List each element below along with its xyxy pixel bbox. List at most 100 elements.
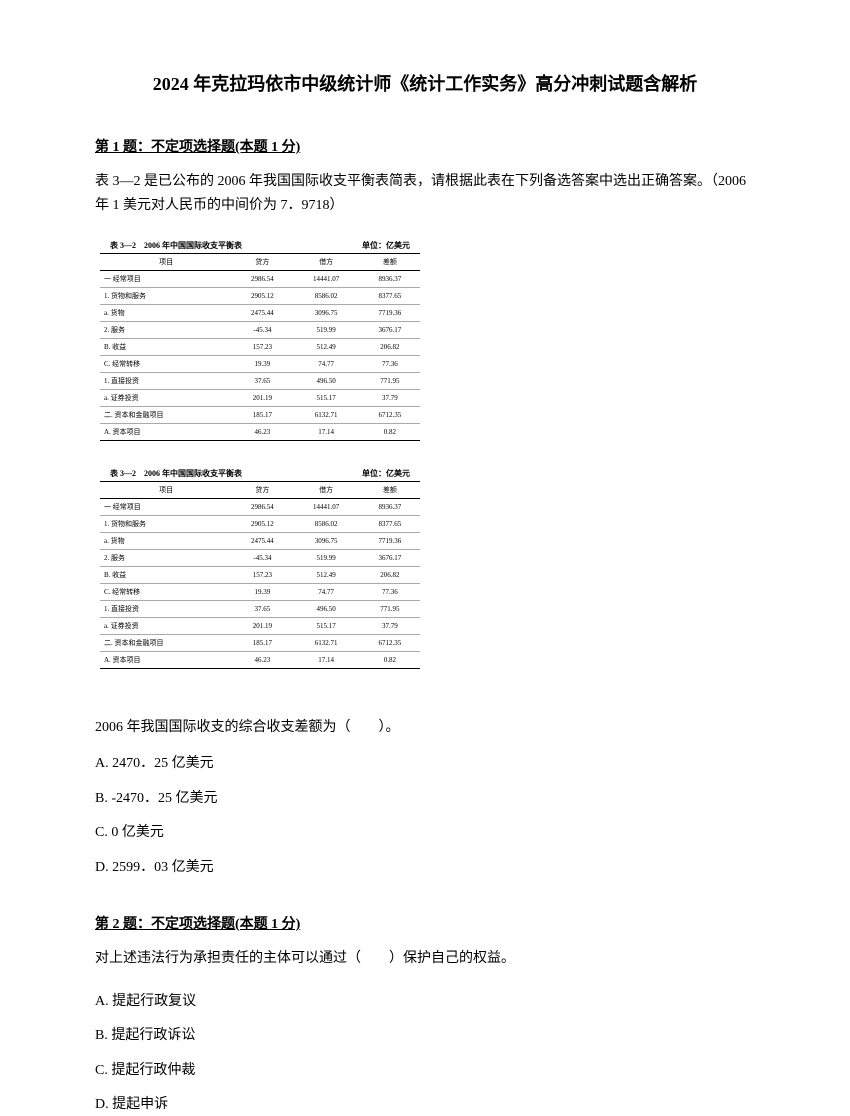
table-cell: A. 资本项目 <box>100 651 232 668</box>
table-col-0: 项目 <box>100 253 232 270</box>
table-cell: 6132.71 <box>293 406 360 423</box>
table-cell: 37.65 <box>232 372 292 389</box>
table-cell: 1. 货物和服务 <box>100 287 232 304</box>
table-row: A. 资本项目46.2317.140.82 <box>100 651 420 668</box>
table-cell: 8586.02 <box>293 515 360 532</box>
table-cell: 3676.17 <box>360 321 420 338</box>
q2-text: 对上述违法行为承担责任的主体可以通过（ ）保护自己的权益。 <box>95 947 755 971</box>
table-cell: 6132.71 <box>293 634 360 651</box>
q2-option-d: D. 提起申诉 <box>95 1094 755 1116</box>
table-col-1: 贷方 <box>232 481 292 498</box>
table-row: C. 经常转移19.3974.7777.36 <box>100 355 420 372</box>
table-cell: 8586.02 <box>293 287 360 304</box>
table-cell: 496.50 <box>293 600 360 617</box>
table-cell: 519.99 <box>293 321 360 338</box>
table-cell: 46.23 <box>232 423 292 440</box>
table-1-body: 一 经常项目2986.5414441.078936.371. 货物和服务2905… <box>100 270 420 440</box>
table-cell: 771.95 <box>360 372 420 389</box>
table-row: a. 证券投资201.19515.1737.79 <box>100 389 420 406</box>
table-row: 2. 服务-45.34519.993676.17 <box>100 321 420 338</box>
table-cell: 157.23 <box>232 566 292 583</box>
table-cell: 2986.54 <box>232 498 292 515</box>
table-row: 1. 直接投资37.65496.50771.95 <box>100 600 420 617</box>
table-cell: 77.36 <box>360 583 420 600</box>
q1-subquestion: 2006 年我国国际收支的综合收支差额为（ ）。 <box>95 716 755 740</box>
table-cell: 8936.37 <box>360 498 420 515</box>
table-cell: 185.17 <box>232 634 292 651</box>
table-cell: 37.79 <box>360 389 420 406</box>
table-col-1: 贷方 <box>232 253 292 270</box>
table-cell: 3676.17 <box>360 549 420 566</box>
table-1-title: 表 3—2 2006 年中国国际收支平衡表 <box>110 240 242 251</box>
table-cell: a. 货物 <box>100 304 232 321</box>
table-2: 表 3—2 2006 年中国国际收支平衡表 单位：亿美元 项目 贷方 借方 差额… <box>100 466 420 669</box>
table-cell: 771.95 <box>360 600 420 617</box>
table-cell: C. 经常转移 <box>100 583 232 600</box>
table-cell: 512.49 <box>293 338 360 355</box>
q1-option-a: A. 2470．25 亿美元 <box>95 753 755 775</box>
table-cell: 19.39 <box>232 355 292 372</box>
table-row: 一 经常项目2986.5414441.078936.37 <box>100 498 420 515</box>
table-cell: 0.82 <box>360 423 420 440</box>
table-cell: 2. 服务 <box>100 549 232 566</box>
q1-text: 表 3—2 是已公布的 2006 年我国国际收支平衡表简表，请根据此表在下列备选… <box>95 170 755 218</box>
table-cell: 1. 直接投资 <box>100 600 232 617</box>
table-cell: 2475.44 <box>232 532 292 549</box>
table-cell: 74.77 <box>293 355 360 372</box>
table-2-unit: 单位：亿美元 <box>362 468 410 479</box>
table-cell: C. 经常转移 <box>100 355 232 372</box>
table-row: 1. 货物和服务2905.128586.028377.65 <box>100 287 420 304</box>
table-cell: 515.17 <box>293 617 360 634</box>
table-cell: 一 经常项目 <box>100 270 232 287</box>
page-title: 2024 年克拉玛依市中级统计师《统计工作实务》高分冲刺试题含解析 <box>95 70 755 96</box>
table-row: a. 证券投资201.19515.1737.79 <box>100 617 420 634</box>
table-cell: 2905.12 <box>232 515 292 532</box>
table-cell: 2. 服务 <box>100 321 232 338</box>
table-cell: 一 经常项目 <box>100 498 232 515</box>
table-cell: 1. 直接投资 <box>100 372 232 389</box>
table-cell: 2905.12 <box>232 287 292 304</box>
table-row: 二. 资本和金融项目185.176132.716712.35 <box>100 634 420 651</box>
table-row: B. 收益157.23512.49206.82 <box>100 338 420 355</box>
table-row: 一 经常项目2986.5414441.078936.37 <box>100 270 420 287</box>
table-cell: 2986.54 <box>232 270 292 287</box>
table-2-body: 一 经常项目2986.5414441.078936.371. 货物和服务2905… <box>100 498 420 668</box>
table-cell: B. 收益 <box>100 338 232 355</box>
table-cell: a. 货物 <box>100 532 232 549</box>
table-cell: 6712.35 <box>360 406 420 423</box>
table-cell: 8377.65 <box>360 515 420 532</box>
table-row: B. 收益157.23512.49206.82 <box>100 566 420 583</box>
q2-header: 第 2 题：不定项选择题(本题 1 分) <box>95 913 755 933</box>
table-cell: 7719.36 <box>360 304 420 321</box>
table-row: a. 货物2475.443096.757719.36 <box>100 532 420 549</box>
q2-option-b: B. 提起行政诉讼 <box>95 1025 755 1047</box>
q1-header: 第 1 题：不定项选择题(本题 1 分) <box>95 136 755 156</box>
q2-option-c: C. 提起行政仲裁 <box>95 1060 755 1082</box>
table-cell: 14441.07 <box>293 498 360 515</box>
table-cell: 46.23 <box>232 651 292 668</box>
table-col-0: 项目 <box>100 481 232 498</box>
table-cell: 185.17 <box>232 406 292 423</box>
table-row: 二. 资本和金融项目185.176132.716712.35 <box>100 406 420 423</box>
table-cell: 206.82 <box>360 338 420 355</box>
table-cell: 17.14 <box>293 423 360 440</box>
table-cell: 515.17 <box>293 389 360 406</box>
table-1-data: 项目 贷方 借方 差额 一 经常项目2986.5414441.078936.37… <box>100 253 420 441</box>
table-cell: B. 收益 <box>100 566 232 583</box>
table-cell: -45.34 <box>232 321 292 338</box>
q1-option-c: C. 0 亿美元 <box>95 822 755 844</box>
table-cell: 201.19 <box>232 617 292 634</box>
table-col-3: 差额 <box>360 481 420 498</box>
table-cell: 8936.37 <box>360 270 420 287</box>
table-cell: 77.36 <box>360 355 420 372</box>
table-cell: 206.82 <box>360 566 420 583</box>
table-cell: 74.77 <box>293 583 360 600</box>
table-cell: 3096.75 <box>293 304 360 321</box>
table-col-3: 差额 <box>360 253 420 270</box>
table-cell: 512.49 <box>293 566 360 583</box>
table-row: 1. 直接投资37.65496.50771.95 <box>100 372 420 389</box>
table-cell: 14441.07 <box>293 270 360 287</box>
table-cell: 17.14 <box>293 651 360 668</box>
table-1-unit: 单位：亿美元 <box>362 240 410 251</box>
table-cell: 37.65 <box>232 600 292 617</box>
